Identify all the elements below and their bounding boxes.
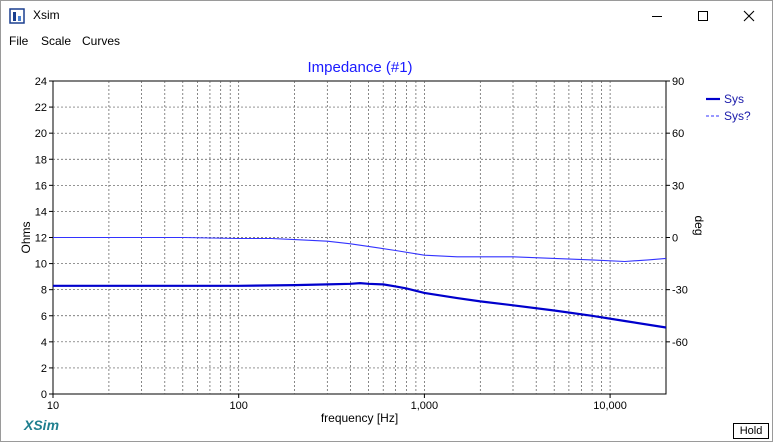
legend-label: Sys? (724, 109, 751, 123)
y2-tick-label: -30 (672, 285, 688, 297)
y-tick-label: 10 (35, 259, 47, 271)
close-icon (743, 10, 755, 22)
minimize-button[interactable] (634, 1, 680, 31)
y2-tick-label: 90 (672, 76, 684, 88)
x-axis-label: frequency [Hz] (321, 411, 398, 425)
y-tick-label: 2 (41, 363, 47, 375)
xsim-app-icon (9, 8, 25, 24)
series-line-sys (53, 281, 667, 329)
hold-button[interactable]: Hold (733, 423, 769, 439)
y-axis-label: Ohms (19, 221, 33, 253)
menu-scale[interactable]: Scale (41, 34, 72, 48)
x-tick-label: 100 (230, 400, 248, 412)
x-tick-label: 10,000 (593, 400, 627, 412)
menu-curves[interactable]: Curves (82, 34, 121, 48)
x-tick-label: 1,000 (411, 400, 439, 412)
menu-file[interactable]: File (9, 34, 29, 48)
window-title: Xsim (33, 8, 60, 22)
y-tick-label: 8 (41, 285, 47, 297)
chart-title: Impedance (#1) (307, 59, 413, 76)
y-tick-label: 6 (41, 311, 47, 323)
y-tick-label: 16 (35, 180, 47, 192)
y2-tick-label: 60 (672, 128, 684, 140)
menu-bar: File Scale Curves (1, 31, 772, 51)
y-tick-label: 12 (35, 233, 47, 245)
x-tick-label: 10 (47, 400, 59, 412)
xsim-brand-label: XSim (24, 417, 60, 433)
title-bar[interactable]: Xsim (1, 1, 772, 31)
y-tick-label: 4 (41, 337, 47, 349)
series-line-sys-phase (53, 236, 667, 263)
y-tick-label: 24 (35, 76, 47, 88)
minimize-icon (652, 16, 662, 17)
maximize-icon (698, 11, 708, 21)
y2-tick-label: 0 (672, 233, 678, 245)
y2-tick-label: 30 (672, 180, 684, 192)
maximize-button[interactable] (680, 1, 726, 31)
close-button[interactable] (726, 1, 772, 31)
y-tick-label: 0 (41, 389, 47, 401)
y-tick-label: 22 (35, 102, 47, 114)
y2-tick-label: -60 (672, 337, 688, 349)
y-tick-label: 18 (35, 154, 47, 166)
y-tick-label: 14 (35, 206, 47, 218)
legend-label: Sys (724, 92, 744, 106)
y-tick-label: 20 (35, 128, 47, 140)
y2-axis-label: deg (692, 215, 706, 235)
